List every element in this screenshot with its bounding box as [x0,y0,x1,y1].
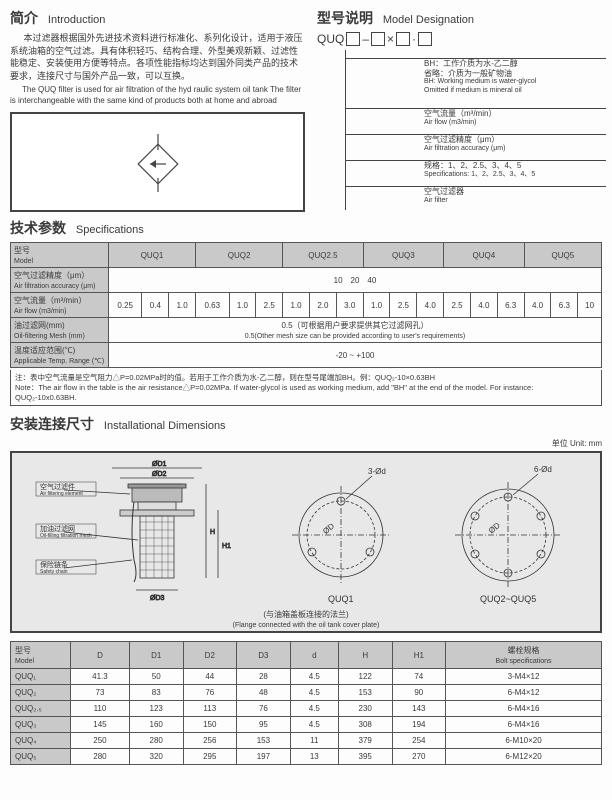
svg-text:Air filtering element: Air filtering element [40,491,83,497]
spec-table: 型号 Model QUQ1 QUQ2 QUQ2.5 QUQ3 QUQ4 QUQ5… [10,242,602,368]
spec-note: 注：表中空气流量是空气阻力△P=0.02MPa时的值。若用于工作介质为水-乙二醇… [10,370,602,406]
svg-text:QUQ1: QUQ1 [328,594,354,604]
spec-flow-row: 空气流量（m³/min） Air flow (m3/min) 0.250.41.… [11,293,602,318]
install-diagram-box: ØD1 ØD2 ØD3 H H1 [10,451,602,633]
model-desig-title-cn: 型号说明 [317,10,373,26]
svg-text:3-Ød: 3-Ød [368,467,386,476]
install-title: 安装连接尺寸 Installational Dimensions [10,414,602,434]
svg-text:ØD3: ØD3 [150,595,165,602]
svg-text:6-Ød: 6-Ød [534,465,552,474]
desig-item-flow: 空气流量（m³/min） Air flow (m3/min) [346,108,606,127]
svg-text:Oil-filling filtration mesh: Oil-filling filtration mesh [40,533,92,539]
model-spec-box [346,32,360,46]
flange-note: (与油箱盖板连接的法兰) (Flange connected with the … [10,609,602,629]
svg-text:ØD: ØD [487,521,502,536]
intro-title: 简介 Introduction [10,8,305,28]
model-prefix: QUQ [317,32,344,46]
install-flange-quq1: 3-Ød ØD QUQ1 [276,460,406,625]
svg-text:ØD1: ØD1 [152,461,167,468]
model-desig-title-en: Model Designation [383,14,474,26]
desig-item-spec: 规格：1、2、2.5、3、4、5 Specifications: 1、2、2.5… [346,160,606,179]
model-flow-box [396,32,410,46]
svg-text:H: H [210,529,215,536]
spec-mesh-label: 油过滤网(mm) Oil-filtering Mesh (mm) [11,318,109,343]
table-row: QUQ₂.₅ 110123 11376 4.5230 1436-M4×16 [11,701,602,717]
table-row: QUQ₂ 7383 7648 4.5153 906-M4×12 [11,685,602,701]
svg-text:Safety chain: Safety chain [40,569,68,575]
dims-model-label: 型号 Model [11,642,71,669]
svg-text:ØD2: ØD2 [152,471,167,478]
svg-text:空气过滤件: 空气过滤件 [40,482,75,491]
spec-model-label: 型号 Model [11,243,109,268]
intro-symbol-diagram [10,112,305,212]
model-desig-tree: BH：工作介质为水-乙二醇 省略：介质为一般矿物油 BH: Working me… [345,50,602,210]
table-row: QUQ₁ 41.350 4428 4.5122 743-M4×12 [11,669,602,685]
desig-item-medium: BH：工作介质为水-乙二醇 省略：介质为一般矿物油 BH: Working me… [346,58,606,95]
svg-text:保险链条: 保险链条 [40,560,68,569]
spec-accuracy-label: 空气过滤精度（μm） Air filtration accuracy (μm) [11,268,109,293]
install-unit: 单位 Unit: mm [10,438,602,449]
svg-text:ØD: ØD [321,521,336,536]
table-row: QUQ₅ 280320 295197 13395 2706-M12×20 [11,749,602,765]
svg-text:H1: H1 [222,543,231,550]
model-medium-box [418,32,432,46]
model-accuracy-box [371,32,385,46]
dims-table: 型号 Model D D1 D2 D3 d H H1 螺栓规格 Bolt spe… [10,641,602,765]
model-desig-title: 型号说明 Model Designation [317,8,602,28]
svg-text:加油过滤网: 加油过滤网 [40,524,75,533]
table-row: QUQ₃ 145160 15095 4.5308 1946-M4×16 [11,717,602,733]
model-code-line: QUQ – × · [317,32,602,46]
install-section-drawing: ØD1 ØD2 ØD3 H H1 [34,460,244,625]
spec-flow-label: 空气流量（m³/min） Air flow (m3/min) [11,293,109,318]
table-row: QUQ₄ 250280 256153 11379 2546-M10×20 [11,733,602,749]
install-flange-quq2-5: 6-Ød ØD QUQ2~QUQ5 [438,460,578,625]
spec-temp-label: 温度适应范围(℃) Applicable Temp. Range (℃) [11,343,109,368]
intro-text-cn: 本过滤器根据国外先进技术资料进行标准化、系列化设计，适用于液压系统油箱的空气过滤… [10,32,305,82]
dims-bolt-label: 螺栓规格 Bolt specifications [446,642,602,669]
desig-item-filter: 空气过滤器 Air filter [346,186,606,205]
intro-text-en: The QUQ filter is used for air filtratio… [10,85,305,106]
desig-item-accuracy: 空气过滤精度（μm） Air filtration accuracy (μm) [346,134,606,153]
intro-title-cn: 简介 [10,10,38,26]
intro-title-en: Introduction [48,14,105,26]
spec-title: 技术参数 Specifications [10,218,602,238]
svg-text:QUQ2~QUQ5: QUQ2~QUQ5 [480,594,536,604]
